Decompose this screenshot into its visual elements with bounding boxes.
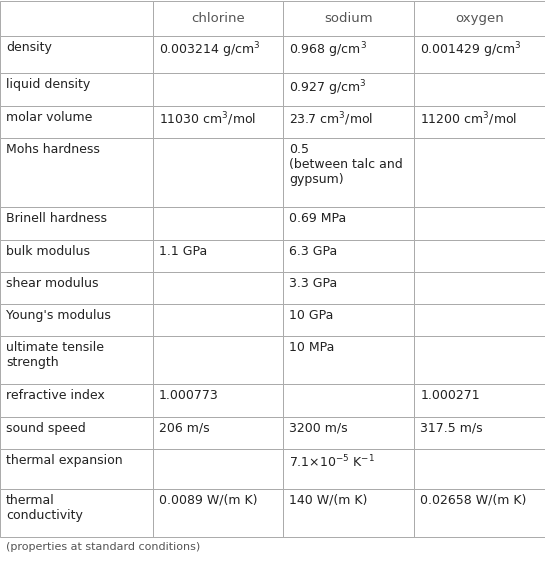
Bar bbox=[153, 106, 283, 138]
Bar bbox=[153, 240, 283, 272]
Text: 3200 m/s: 3200 m/s bbox=[289, 421, 348, 434]
Text: 0.968 g/cm$^3$: 0.968 g/cm$^3$ bbox=[289, 41, 367, 60]
Text: molar volume: molar volume bbox=[6, 111, 92, 124]
Bar bbox=[283, 336, 414, 384]
Text: 1.000773: 1.000773 bbox=[159, 389, 219, 402]
Text: 1.000271: 1.000271 bbox=[420, 389, 480, 402]
Bar bbox=[283, 106, 414, 138]
Bar bbox=[414, 138, 545, 207]
Text: chlorine: chlorine bbox=[191, 12, 245, 25]
Text: 11030 cm$^3$/mol: 11030 cm$^3$/mol bbox=[159, 111, 256, 128]
Text: refractive index: refractive index bbox=[6, 389, 105, 402]
Bar bbox=[0, 416, 153, 449]
Text: 140 W/(m K): 140 W/(m K) bbox=[289, 494, 368, 507]
Bar bbox=[283, 1, 414, 36]
Bar bbox=[0, 489, 153, 537]
Text: 11200 cm$^3$/mol: 11200 cm$^3$/mol bbox=[420, 111, 517, 128]
Bar bbox=[0, 449, 153, 489]
Bar bbox=[153, 272, 283, 304]
Text: 10 MPa: 10 MPa bbox=[289, 341, 335, 354]
Bar bbox=[0, 384, 153, 416]
Bar bbox=[0, 240, 153, 272]
Bar bbox=[283, 272, 414, 304]
Text: oxygen: oxygen bbox=[455, 12, 504, 25]
Bar bbox=[414, 336, 545, 384]
Bar bbox=[0, 336, 153, 384]
Text: 0.927 g/cm$^3$: 0.927 g/cm$^3$ bbox=[289, 79, 367, 98]
Bar bbox=[283, 449, 414, 489]
Bar bbox=[0, 207, 153, 240]
Text: 0.02658 W/(m K): 0.02658 W/(m K) bbox=[420, 494, 526, 507]
Text: 0.001429 g/cm$^3$: 0.001429 g/cm$^3$ bbox=[420, 41, 522, 60]
Text: 0.5
(between talc and
gypsum): 0.5 (between talc and gypsum) bbox=[289, 143, 403, 186]
Bar bbox=[414, 1, 545, 36]
Text: bulk modulus: bulk modulus bbox=[6, 245, 90, 258]
Bar bbox=[283, 384, 414, 416]
Bar bbox=[414, 416, 545, 449]
Text: 1.1 GPa: 1.1 GPa bbox=[159, 245, 207, 258]
Text: 7.1×10$^{-5}$ K$^{-1}$: 7.1×10$^{-5}$ K$^{-1}$ bbox=[289, 454, 376, 470]
Text: sodium: sodium bbox=[324, 12, 373, 25]
Bar bbox=[153, 336, 283, 384]
Bar bbox=[153, 1, 283, 36]
Bar bbox=[153, 138, 283, 207]
Text: shear modulus: shear modulus bbox=[6, 277, 99, 290]
Bar bbox=[153, 304, 283, 336]
Text: 6.3 GPa: 6.3 GPa bbox=[289, 245, 338, 258]
Bar bbox=[283, 36, 414, 73]
Bar bbox=[283, 73, 414, 106]
Bar bbox=[414, 449, 545, 489]
Bar bbox=[283, 304, 414, 336]
Text: ultimate tensile
strength: ultimate tensile strength bbox=[6, 341, 104, 369]
Bar bbox=[153, 489, 283, 537]
Bar bbox=[414, 207, 545, 240]
Bar bbox=[414, 489, 545, 537]
Bar bbox=[283, 240, 414, 272]
Bar bbox=[283, 138, 414, 207]
Bar bbox=[0, 1, 153, 36]
Bar bbox=[283, 489, 414, 537]
Bar bbox=[153, 449, 283, 489]
Text: 0.003214 g/cm$^3$: 0.003214 g/cm$^3$ bbox=[159, 41, 261, 60]
Bar bbox=[414, 384, 545, 416]
Text: thermal expansion: thermal expansion bbox=[6, 454, 123, 467]
Bar bbox=[0, 138, 153, 207]
Bar bbox=[283, 416, 414, 449]
Bar bbox=[283, 207, 414, 240]
Text: sound speed: sound speed bbox=[6, 421, 86, 434]
Bar bbox=[414, 73, 545, 106]
Bar bbox=[153, 36, 283, 73]
Bar bbox=[153, 384, 283, 416]
Bar bbox=[153, 207, 283, 240]
Text: Young's modulus: Young's modulus bbox=[6, 309, 111, 322]
Text: density: density bbox=[6, 41, 52, 54]
Text: (properties at standard conditions): (properties at standard conditions) bbox=[6, 542, 200, 551]
Text: 0.69 MPa: 0.69 MPa bbox=[289, 212, 347, 225]
Bar bbox=[0, 304, 153, 336]
Text: 317.5 m/s: 317.5 m/s bbox=[420, 421, 483, 434]
Bar bbox=[414, 106, 545, 138]
Bar bbox=[414, 36, 545, 73]
Bar bbox=[414, 240, 545, 272]
Text: 10 GPa: 10 GPa bbox=[289, 309, 334, 322]
Bar bbox=[153, 416, 283, 449]
Text: liquid density: liquid density bbox=[6, 79, 90, 92]
Bar bbox=[0, 272, 153, 304]
Bar bbox=[414, 304, 545, 336]
Text: 3.3 GPa: 3.3 GPa bbox=[289, 277, 338, 290]
Text: 206 m/s: 206 m/s bbox=[159, 421, 209, 434]
Bar bbox=[153, 73, 283, 106]
Bar bbox=[0, 73, 153, 106]
Text: Mohs hardness: Mohs hardness bbox=[6, 143, 100, 156]
Text: thermal
conductivity: thermal conductivity bbox=[6, 494, 83, 522]
Text: 0.0089 W/(m K): 0.0089 W/(m K) bbox=[159, 494, 257, 507]
Bar bbox=[0, 106, 153, 138]
Text: Brinell hardness: Brinell hardness bbox=[6, 212, 107, 225]
Bar bbox=[0, 36, 153, 73]
Bar bbox=[414, 272, 545, 304]
Text: 23.7 cm$^3$/mol: 23.7 cm$^3$/mol bbox=[289, 111, 374, 128]
